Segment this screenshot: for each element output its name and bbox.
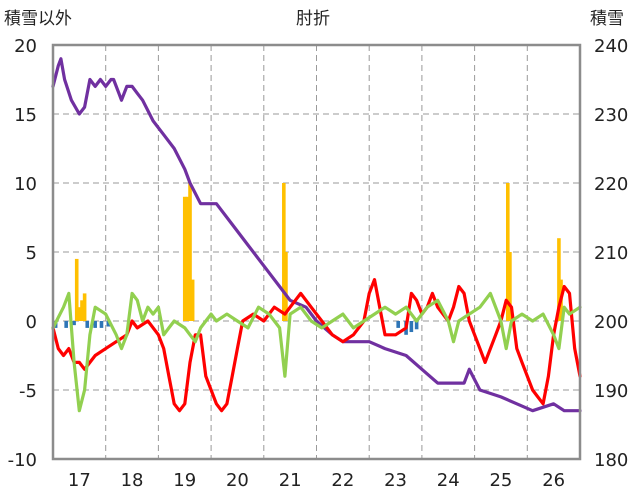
data-bar (74, 258, 79, 321)
data-bar (106, 321, 111, 327)
left-tick-label: 15 (14, 105, 37, 126)
series-line (51, 291, 582, 413)
data-bar (190, 279, 195, 321)
plot-frame (51, 43, 582, 461)
series-line (51, 57, 582, 413)
data-bar (72, 321, 76, 326)
data-bar (64, 321, 68, 328)
x-tick-label: 20 (226, 470, 249, 491)
right-tick-label: 220 (594, 174, 628, 195)
left-tick-label: -5 (19, 381, 37, 402)
data-bar (188, 183, 192, 321)
x-tick-label: 18 (121, 470, 144, 491)
data-bar (82, 293, 87, 321)
data-bar (93, 321, 97, 328)
data-bar (185, 196, 190, 321)
data-bar (414, 321, 419, 330)
x-tick-label: 24 (437, 470, 460, 491)
left-tick-label: 5 (26, 243, 37, 264)
left-tick-label: -10 (8, 450, 37, 471)
data-bar (284, 252, 288, 321)
right-tick-label: 200 (594, 312, 628, 333)
right-tick-label: 190 (594, 381, 628, 402)
data-bar (396, 321, 400, 328)
right-axis-title: 積雪 (590, 9, 624, 29)
data-bar (99, 321, 104, 328)
right-tick-label: 230 (594, 105, 628, 126)
right-tick-label: 180 (594, 450, 628, 471)
right-tick-label: 210 (594, 243, 628, 264)
x-tick-label: 21 (279, 470, 302, 491)
x-tick-label: 22 (331, 470, 354, 491)
right-tick-label: 240 (594, 36, 628, 57)
series-line (51, 278, 582, 413)
left-tick-label: 0 (26, 312, 37, 333)
data-bar (409, 321, 414, 333)
x-tick-label: 26 (542, 470, 565, 491)
data-bar (282, 183, 286, 321)
data-bar (508, 252, 512, 321)
data-bar (85, 321, 90, 328)
data-bar (506, 183, 510, 321)
left-tick-label: 10 (14, 174, 37, 195)
x-tick-label: 25 (489, 470, 512, 491)
data-bar (80, 300, 84, 321)
left-tick-label: 20 (14, 36, 37, 57)
left-axis-title: 積雪以外 (4, 9, 72, 29)
data-bar (557, 238, 561, 321)
x-tick-label: 19 (173, 470, 196, 491)
data-bar (77, 307, 81, 321)
data-bar (182, 196, 187, 321)
x-tick-label: 23 (384, 470, 407, 491)
x-tick-label: 17 (68, 470, 91, 491)
chart-title: 肘折 (296, 9, 330, 29)
